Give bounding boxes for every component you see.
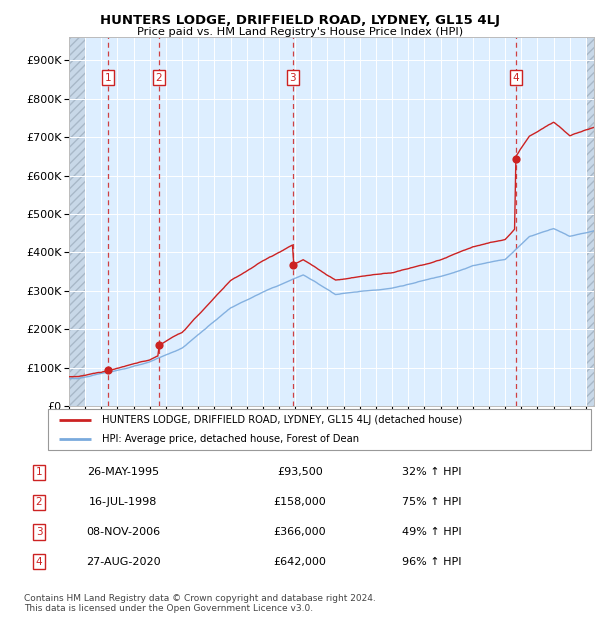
Text: 4: 4 xyxy=(512,73,519,83)
Text: £158,000: £158,000 xyxy=(274,497,326,507)
Point xyxy=(288,260,298,270)
Text: 75% ↑ HPI: 75% ↑ HPI xyxy=(402,497,461,507)
Text: 1: 1 xyxy=(104,73,111,83)
Text: 3: 3 xyxy=(35,527,43,537)
Text: HUNTERS LODGE, DRIFFIELD ROAD, LYDNEY, GL15 4LJ (detached house): HUNTERS LODGE, DRIFFIELD ROAD, LYDNEY, G… xyxy=(103,415,463,425)
Text: HPI: Average price, detached house, Forest of Dean: HPI: Average price, detached house, Fore… xyxy=(103,435,359,445)
Text: 96% ↑ HPI: 96% ↑ HPI xyxy=(402,557,461,567)
Text: 32% ↑ HPI: 32% ↑ HPI xyxy=(402,467,461,477)
Text: £642,000: £642,000 xyxy=(274,557,326,567)
Text: 49% ↑ HPI: 49% ↑ HPI xyxy=(402,527,461,537)
Bar xyxy=(586,37,594,406)
Text: 27-AUG-2020: 27-AUG-2020 xyxy=(86,557,160,567)
Text: Contains HM Land Registry data © Crown copyright and database right 2024.
This d: Contains HM Land Registry data © Crown c… xyxy=(24,594,376,613)
Text: 3: 3 xyxy=(289,73,296,83)
Text: 1: 1 xyxy=(35,467,43,477)
Point xyxy=(511,154,520,164)
Text: £93,500: £93,500 xyxy=(277,467,323,477)
Text: Price paid vs. HM Land Registry's House Price Index (HPI): Price paid vs. HM Land Registry's House … xyxy=(137,27,463,37)
FancyBboxPatch shape xyxy=(48,409,591,450)
Text: 2: 2 xyxy=(35,497,43,507)
Text: 08-NOV-2006: 08-NOV-2006 xyxy=(86,527,160,537)
Text: 2: 2 xyxy=(155,73,162,83)
Text: HUNTERS LODGE, DRIFFIELD ROAD, LYDNEY, GL15 4LJ: HUNTERS LODGE, DRIFFIELD ROAD, LYDNEY, G… xyxy=(100,14,500,27)
Bar xyxy=(69,37,85,406)
Text: 4: 4 xyxy=(35,557,43,567)
Text: 26-MAY-1995: 26-MAY-1995 xyxy=(87,467,159,477)
Point xyxy=(103,365,113,375)
Point xyxy=(154,340,163,350)
Text: £366,000: £366,000 xyxy=(274,527,326,537)
Text: 16-JUL-1998: 16-JUL-1998 xyxy=(89,497,157,507)
